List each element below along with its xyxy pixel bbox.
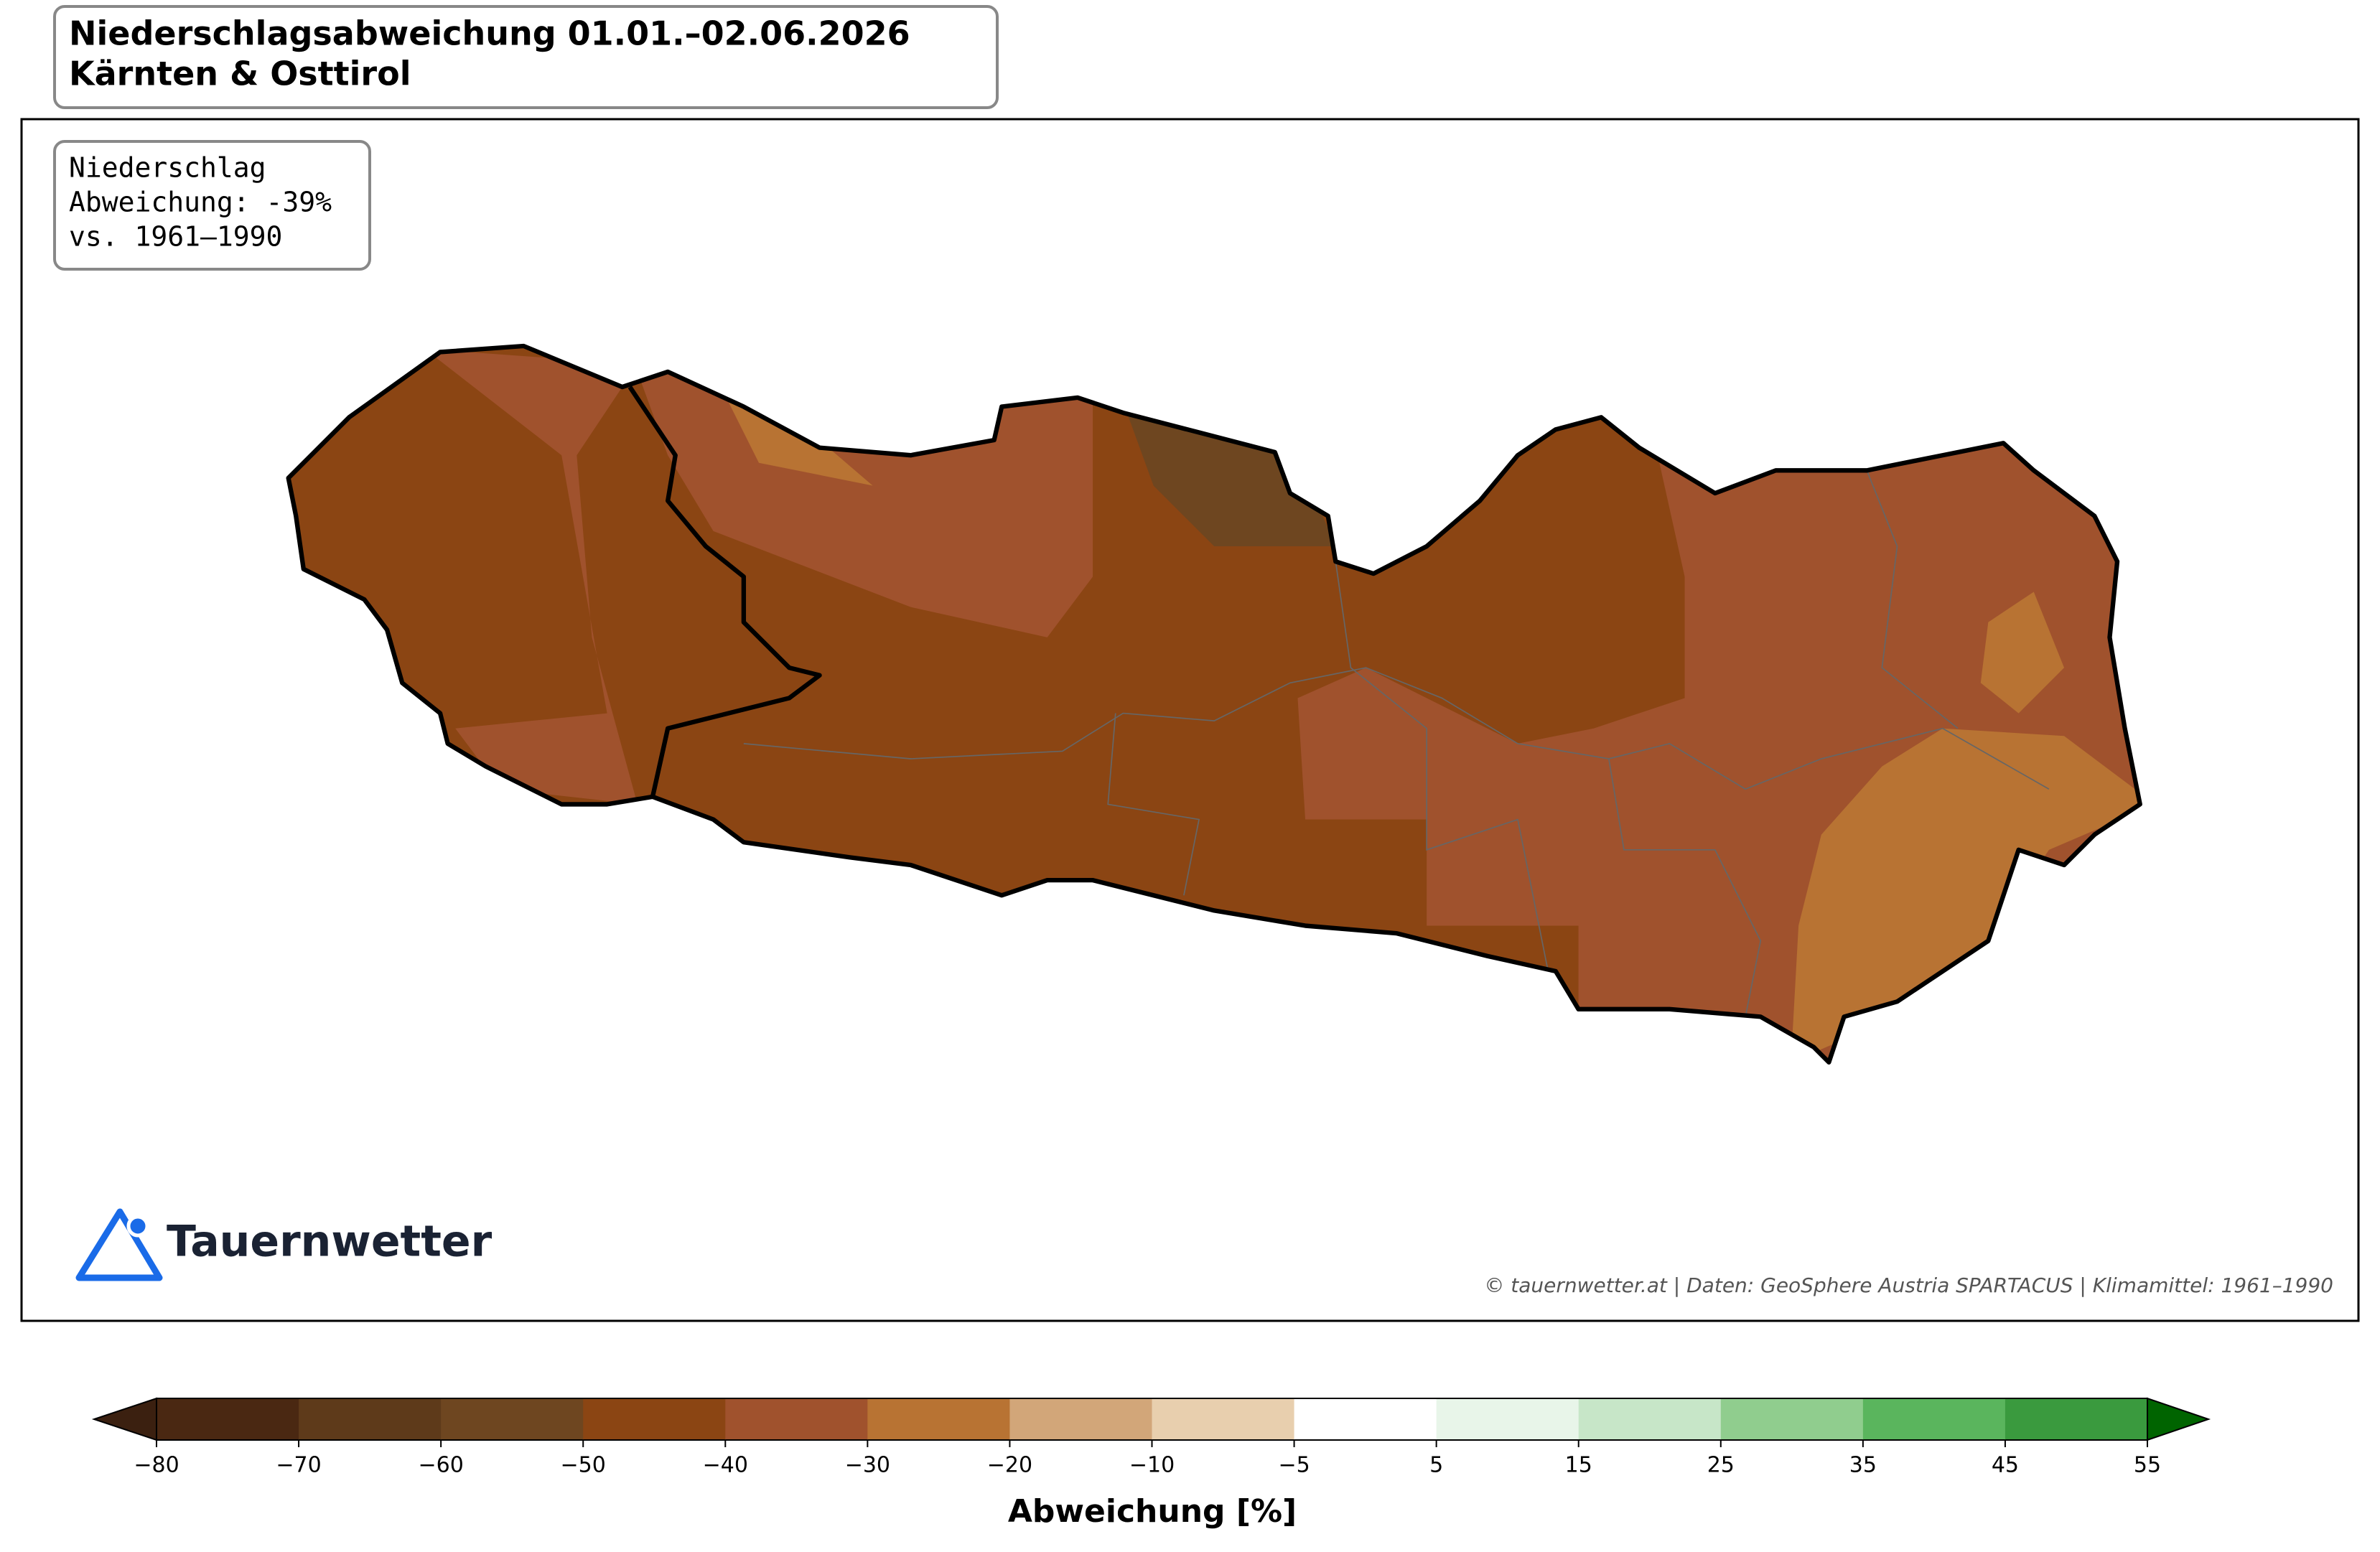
colorbar-tick-label: −40 <box>703 1453 748 1478</box>
colorbar-segment <box>867 1398 1010 1440</box>
colorbar-segment <box>1152 1398 1295 1440</box>
logo-icon <box>75 1208 163 1281</box>
colorbar-tick-label: −5 <box>1278 1453 1310 1478</box>
region-outline <box>286 343 2142 1065</box>
map-area <box>1791 728 2140 1062</box>
colorbar-tick-label: 55 <box>2134 1453 2161 1478</box>
title: Niederschlagsabweichung 01.01.–02.06.202… <box>69 14 910 53</box>
colorbar-segment <box>1578 1398 1722 1440</box>
colorbar-tick-label: 35 <box>1849 1453 1877 1478</box>
colorbar-tick-label: −80 <box>134 1453 179 1478</box>
colorbar-tick-label: 25 <box>1707 1453 1735 1478</box>
subtitle: Kärnten & Osttirol <box>69 55 411 93</box>
credit: © tauernwetter.at | Daten: GeoSphere Aus… <box>1484 1273 2333 1297</box>
colorbar-tick-label: −60 <box>418 1453 463 1478</box>
colorbar-tick-label: −20 <box>987 1453 1032 1478</box>
info-line: Abweichung: -39% <box>69 187 332 218</box>
info-box <box>53 140 371 271</box>
logo-text: Tauernwetter <box>167 1217 493 1267</box>
logo-icon <box>126 1215 149 1238</box>
colorbar-tick-label: 45 <box>1992 1453 2019 1478</box>
map-area <box>728 402 873 486</box>
map <box>286 343 2142 1065</box>
state-border <box>627 385 822 798</box>
info-line: vs. 1961–1990 <box>69 221 282 253</box>
colorbar-segment <box>583 1398 726 1440</box>
colorbar: −80 −70 −60 −50 −40 −30 −20 −10 −5 5 15 25 35 45 55 <box>91 1397 2211 1478</box>
colorbar-label: Abweichung [%] <box>1008 1493 1297 1530</box>
colorbar-segment <box>1009 1398 1152 1440</box>
colorbar-segment <box>441 1398 584 1440</box>
district-borders <box>743 470 2050 1017</box>
map-area <box>1980 592 2065 714</box>
colorbar-segment <box>157 1398 299 1440</box>
map-area <box>424 349 638 805</box>
info-line: Niederschlag <box>69 152 266 184</box>
colorbar-extend-min <box>91 1397 157 1441</box>
colorbar-segment <box>1294 1398 1437 1440</box>
logo: Tauernwetter <box>75 1208 493 1281</box>
colorbar-tick-label: −30 <box>845 1453 890 1478</box>
colorbar-segment <box>299 1398 442 1440</box>
colorbar-segment <box>1720 1398 1864 1440</box>
title-box <box>53 5 999 109</box>
map-area <box>1123 402 1336 547</box>
colorbar-segment <box>725 1398 868 1440</box>
colorbar-extend-max <box>2147 1397 2211 1441</box>
colorbar-tick-label: 5 <box>1429 1453 1443 1478</box>
colorbar-tick-label: 15 <box>1565 1453 1592 1478</box>
colorbar-tick-label: −50 <box>561 1453 606 1478</box>
colorbar-segment <box>1436 1398 1579 1440</box>
colorbar-tick-label: −10 <box>1129 1453 1175 1478</box>
colorbar-tick-label: −70 <box>276 1453 321 1478</box>
colorbar-segment <box>2005 1398 2148 1440</box>
colorbar-segment <box>1862 1398 2006 1440</box>
